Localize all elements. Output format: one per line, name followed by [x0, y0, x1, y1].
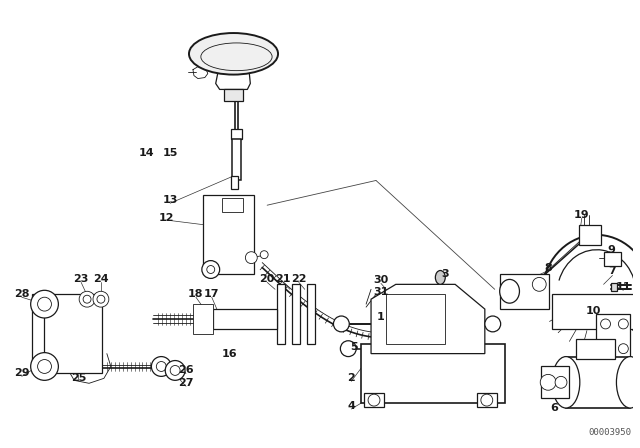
Ellipse shape — [481, 394, 493, 406]
Ellipse shape — [600, 344, 611, 353]
Ellipse shape — [540, 375, 556, 390]
Bar — [232, 139, 241, 181]
Text: 29: 29 — [14, 368, 29, 379]
Ellipse shape — [368, 394, 380, 406]
Ellipse shape — [618, 319, 628, 329]
Ellipse shape — [207, 266, 214, 273]
Ellipse shape — [485, 316, 500, 332]
Ellipse shape — [245, 252, 257, 263]
Bar — [292, 284, 300, 344]
Text: 28: 28 — [14, 289, 29, 299]
Ellipse shape — [555, 376, 567, 388]
Ellipse shape — [435, 271, 445, 284]
Bar — [31, 294, 44, 373]
Ellipse shape — [31, 290, 58, 318]
Text: 27: 27 — [179, 378, 194, 388]
Text: 4: 4 — [348, 401, 355, 411]
Text: 31: 31 — [373, 287, 388, 297]
Text: 7: 7 — [609, 267, 616, 276]
Ellipse shape — [600, 319, 611, 329]
Text: 1: 1 — [377, 312, 385, 322]
Bar — [38, 294, 102, 373]
Bar — [361, 344, 504, 403]
Ellipse shape — [156, 362, 166, 371]
Text: 5: 5 — [351, 342, 358, 352]
Bar — [611, 284, 618, 291]
Bar — [223, 90, 243, 101]
Text: 10: 10 — [586, 306, 602, 316]
Ellipse shape — [618, 344, 628, 353]
Bar — [212, 309, 277, 329]
Bar — [500, 275, 549, 309]
Bar — [566, 357, 630, 408]
Text: 21: 21 — [275, 275, 291, 284]
Ellipse shape — [152, 357, 171, 376]
Bar — [552, 294, 640, 329]
Ellipse shape — [333, 316, 349, 332]
Bar — [307, 284, 315, 344]
Text: 20: 20 — [259, 275, 275, 284]
Text: 22: 22 — [291, 275, 307, 284]
Bar — [193, 304, 212, 334]
Bar — [221, 198, 243, 212]
Ellipse shape — [616, 357, 640, 408]
Ellipse shape — [202, 261, 220, 278]
Bar — [364, 393, 384, 407]
Bar — [230, 176, 239, 190]
Text: 23: 23 — [74, 275, 89, 284]
Ellipse shape — [31, 353, 58, 380]
Ellipse shape — [340, 341, 356, 357]
Ellipse shape — [552, 357, 580, 408]
Text: 00003950: 00003950 — [589, 428, 632, 437]
Bar — [604, 252, 621, 266]
Text: 14: 14 — [139, 148, 154, 158]
Text: 24: 24 — [93, 275, 109, 284]
Bar — [277, 284, 285, 344]
Ellipse shape — [189, 33, 278, 75]
Text: 26: 26 — [178, 366, 194, 375]
Text: 8: 8 — [544, 263, 552, 272]
Text: 11: 11 — [616, 282, 631, 293]
Ellipse shape — [79, 291, 95, 307]
Text: 13: 13 — [163, 195, 178, 205]
Ellipse shape — [83, 295, 91, 303]
Text: 9: 9 — [607, 245, 616, 255]
Text: 25: 25 — [72, 373, 87, 383]
Polygon shape — [371, 284, 485, 353]
Ellipse shape — [532, 277, 546, 291]
Bar — [596, 314, 630, 358]
Ellipse shape — [260, 251, 268, 258]
Bar — [477, 393, 497, 407]
Text: 16: 16 — [221, 349, 237, 358]
Ellipse shape — [170, 366, 180, 375]
Bar — [576, 339, 616, 358]
Ellipse shape — [165, 361, 185, 380]
Text: 18: 18 — [188, 289, 204, 299]
Text: 12: 12 — [159, 213, 174, 223]
Ellipse shape — [38, 297, 51, 311]
Ellipse shape — [97, 295, 105, 303]
Ellipse shape — [93, 291, 109, 307]
Bar — [386, 294, 445, 344]
Ellipse shape — [38, 360, 51, 373]
Bar — [203, 195, 254, 275]
Text: 2: 2 — [348, 373, 355, 383]
Bar — [541, 366, 569, 398]
Text: 30: 30 — [373, 276, 388, 285]
Text: 15: 15 — [163, 148, 178, 158]
Text: 17: 17 — [204, 289, 220, 299]
Bar — [230, 129, 243, 139]
Ellipse shape — [500, 280, 520, 303]
Text: 3: 3 — [442, 269, 449, 280]
Text: 6: 6 — [550, 403, 558, 413]
Bar — [579, 225, 600, 245]
Text: 19: 19 — [574, 210, 589, 220]
